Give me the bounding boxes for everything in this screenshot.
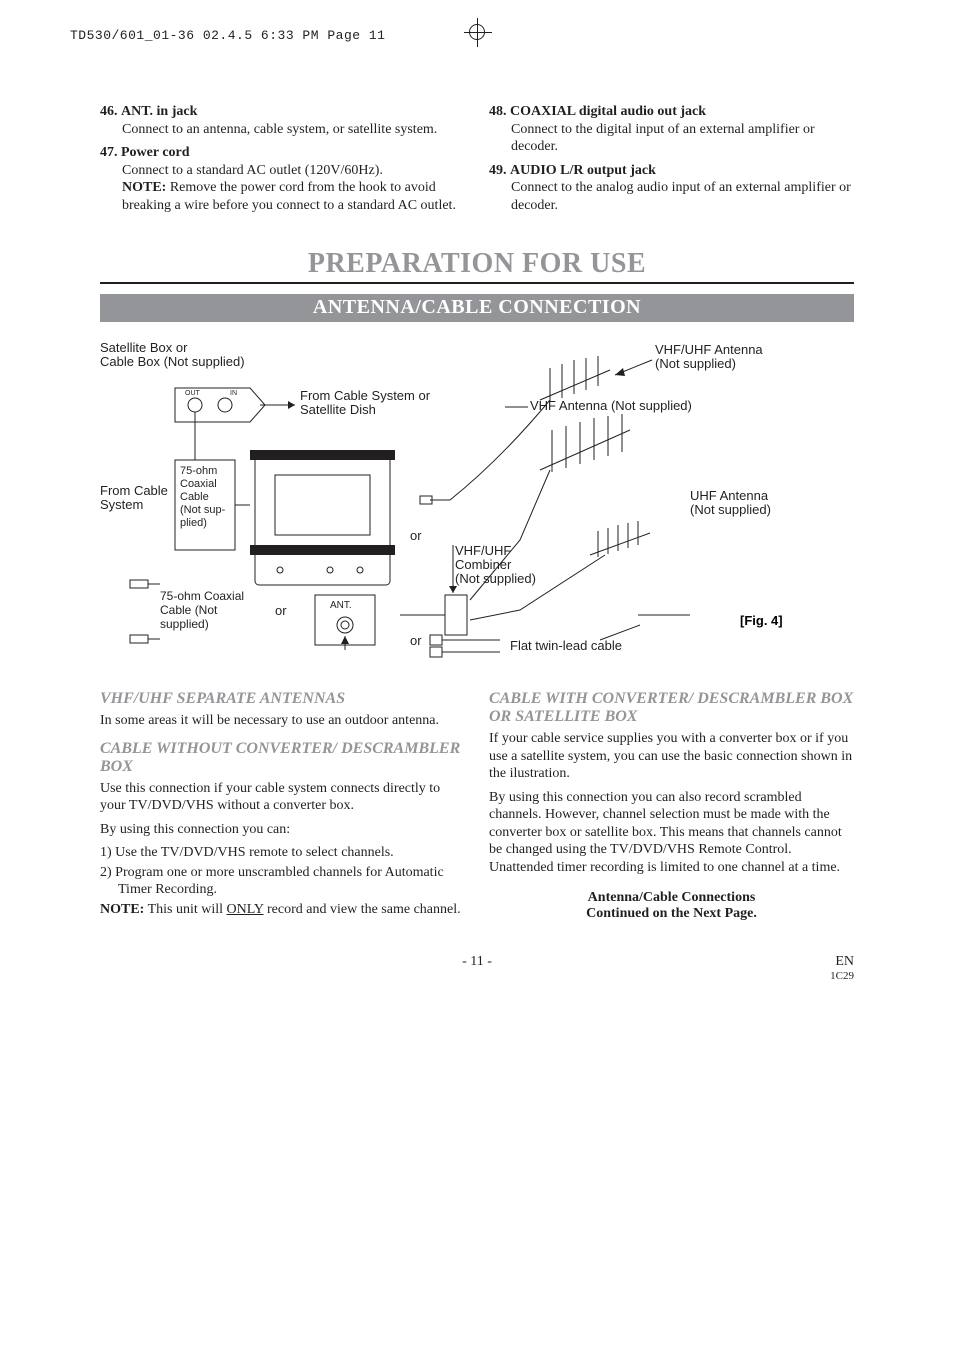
note-body: Remove the power cord from the hook to a… (122, 180, 456, 213)
label-vhf-antenna: VHF Antenna (Not supplied) (530, 398, 692, 413)
items-right-col: 48. COAXIAL digital audio out jack Conne… (489, 103, 854, 220)
body-note: NOTE: This unit will ONLY record and vie… (100, 901, 465, 919)
label-out: OUT (185, 390, 201, 397)
label-vhf-uhf-antenna: VHF/UHF Antenna(Not supplied) (655, 342, 763, 371)
item-48: 48. COAXIAL digital audio out jack Conne… (489, 103, 854, 156)
label-satellite-box: Satellite Box orCable Box (Not supplied) (100, 340, 245, 369)
list-item: 1) Use the TV/DVD/VHS remote to select c… (100, 844, 465, 862)
item-body: Connect to the analog audio input of an … (511, 179, 854, 214)
registration-mark-top (463, 18, 491, 46)
item-body: Connect to a standard AC outlet (120V/60… (122, 162, 465, 180)
numbered-items: 46. ANT. in jack Connect to an antenna, … (100, 103, 854, 220)
label-in: IN (230, 390, 237, 397)
body-para: By using this connection you can also re… (489, 789, 854, 877)
item-46: 46. ANT. in jack Connect to an antenna, … (100, 103, 465, 138)
list-item: 2) Program one or more unscrambled chann… (100, 864, 465, 899)
note-label: NOTE: (122, 180, 166, 195)
items-left-col: 46. ANT. in jack Connect to an antenna, … (100, 103, 465, 220)
item-num: 49. (489, 163, 507, 178)
continue-line-1: Antenna/Cable Connections (489, 890, 854, 906)
figure-label: [Fig. 4] (740, 613, 783, 628)
vhf-uhf-antenna-icon (540, 356, 610, 402)
body-right-col: CABLE WITH CONVERTER/ DESCRAMBLER BOX OR… (489, 680, 854, 924)
item-49: 49. AUDIO L/R output jack Connect to the… (489, 162, 854, 215)
body-left-col: VHF/UHF SEPARATE ANTENNAS In some areas … (100, 680, 465, 924)
label-from-cable-system: From CableSystem (100, 483, 168, 512)
bar-heading: ANTENNA/CABLE CONNECTION (100, 294, 854, 322)
label-flat-twin: Flat twin-lead cable (510, 638, 622, 653)
label-uhf-antenna: UHF Antenna(Not supplied) (690, 488, 771, 517)
item-body: Connect to an antenna, cable system, or … (122, 121, 465, 139)
label-or-3: or (410, 633, 422, 648)
vhf-antenna-icon (540, 414, 630, 472)
sub-heading-vhf-uhf: VHF/UHF SEPARATE ANTENNAS (100, 690, 465, 708)
item-num: 46. (100, 104, 118, 119)
page-footer: - 11 - EN 1C29 (100, 954, 854, 970)
wiring-diagram: Satellite Box orCable Box (Not supplied)… (100, 340, 854, 660)
doc-code: 1C29 (830, 970, 854, 982)
item-num: 48. (489, 104, 507, 119)
body-columns: VHF/UHF SEPARATE ANTENNAS In some areas … (100, 680, 854, 924)
continue-line-2: Continued on the Next Page. (489, 906, 854, 922)
label-or-2: or (410, 528, 422, 543)
main-heading: PREPARATION FOR USE (100, 248, 854, 284)
label-combiner: VHF/UHFCombiner(Not supplied) (455, 543, 536, 586)
body-para: By using this connection you can: (100, 821, 465, 839)
body-para: If your cable service supplies you with … (489, 730, 854, 783)
note-pre: This unit will (144, 902, 226, 917)
item-47: 47. Power cord Connect to a standard AC … (100, 144, 465, 214)
page-number: - 11 - (100, 954, 854, 970)
item-body: Connect to the digital input of an exter… (511, 121, 854, 156)
item-title: COAXIAL digital audio out jack (510, 104, 706, 119)
sub-heading-cable-without: CABLE WITHOUT CONVERTER/ DESCRAMBLER BOX (100, 740, 465, 776)
sub-heading-cable-with: CABLE WITH CONVERTER/ DESCRAMBLER BOX OR… (489, 690, 854, 726)
item-note: NOTE: Remove the power cord from the hoo… (122, 179, 465, 214)
slug-line: TD530/601_01-36 02.4.5 6:33 PM Page 11 (70, 28, 854, 43)
note-underline: ONLY (227, 902, 264, 917)
label-ant: ANT. (330, 600, 352, 611)
body-para: Use this connection if your cable system… (100, 780, 465, 815)
label-or-1: or (275, 603, 287, 618)
label-from-cable-satellite: From Cable System orSatellite Dish (300, 388, 431, 417)
body-para: In some areas it will be necessary to us… (100, 712, 465, 730)
item-title: ANT. in jack (121, 104, 197, 119)
note-label: NOTE: (100, 902, 144, 917)
item-title: AUDIO L/R output jack (510, 163, 656, 178)
label-coax-2: 75-ohm CoaxialCable (Notsupplied) (160, 589, 244, 631)
label-coax-1: 75-ohmCoaxialCable(Not sup-plied) (180, 465, 226, 529)
uhf-antenna-icon (590, 521, 650, 557)
item-title: Power cord (121, 145, 190, 160)
lang-code: EN (835, 954, 854, 970)
note-post: record and view the same channel. (264, 902, 461, 917)
item-num: 47. (100, 145, 118, 160)
